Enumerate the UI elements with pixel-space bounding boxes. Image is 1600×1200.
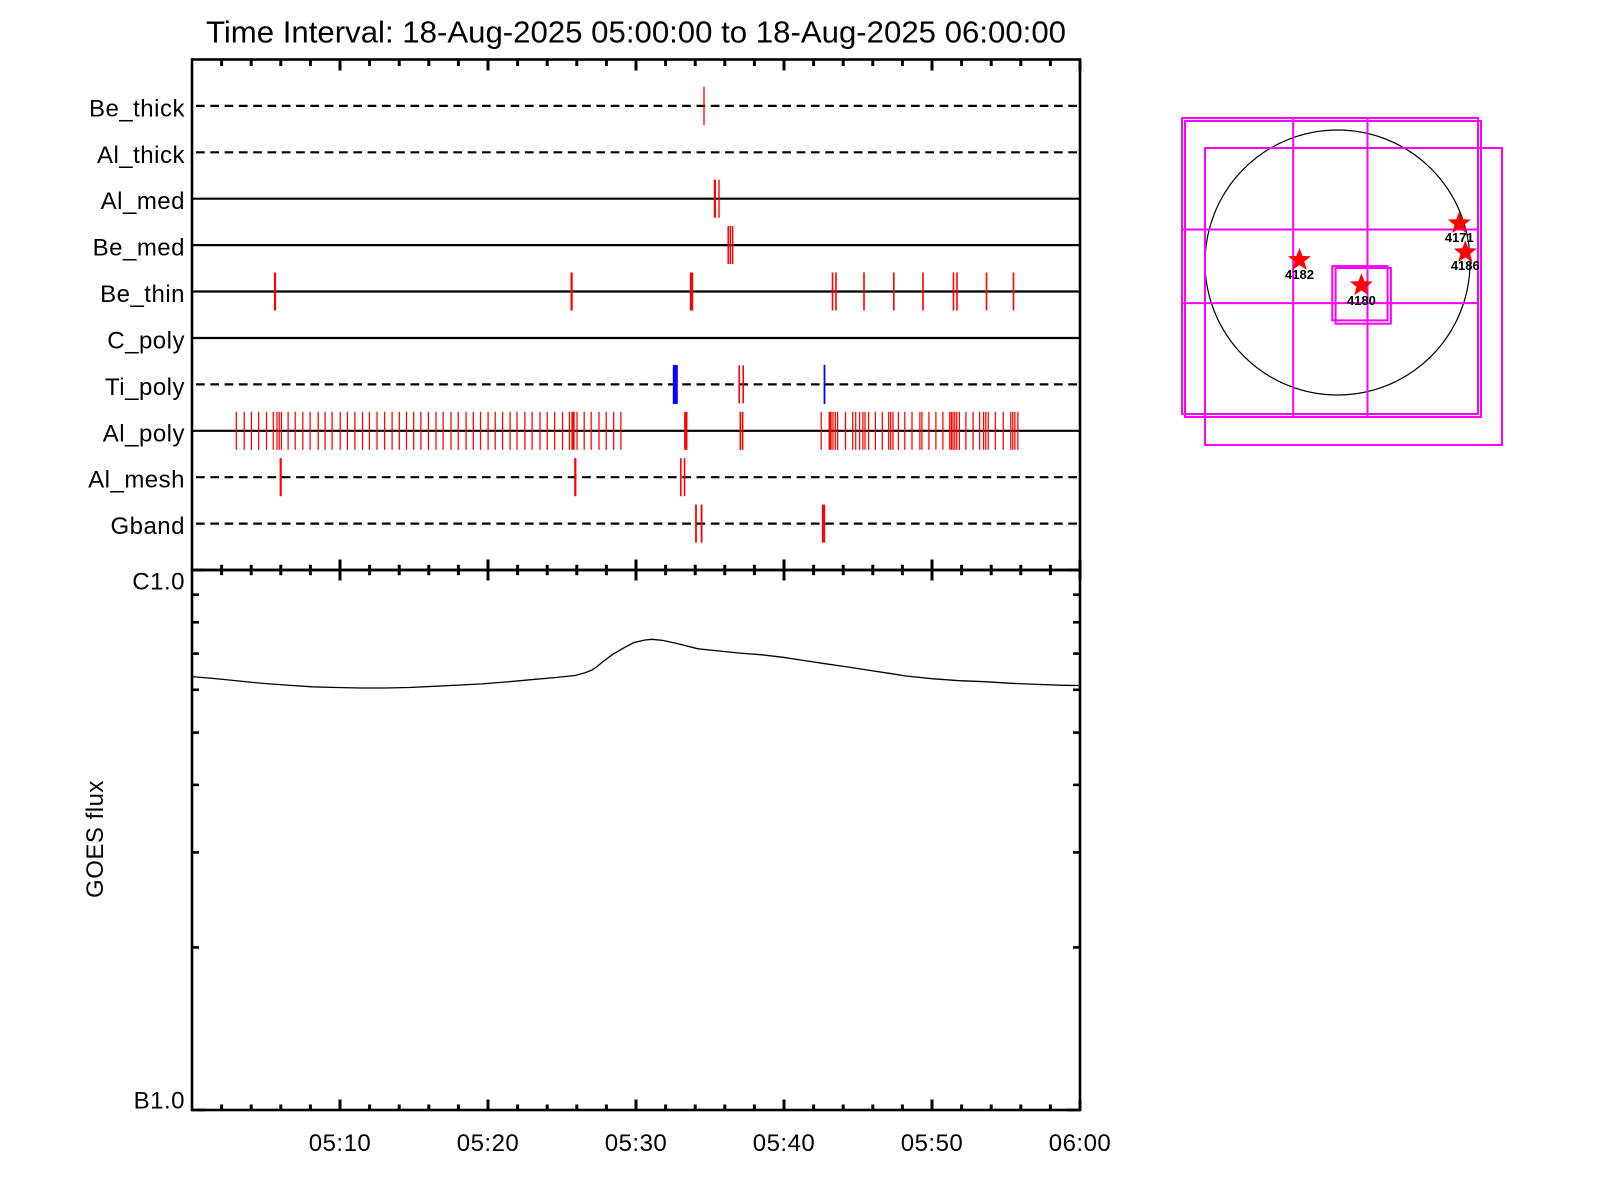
svg-text:B1.0: B1.0 [134, 1088, 185, 1115]
svg-text:4186: 4186 [1451, 258, 1480, 273]
svg-text:4180: 4180 [1347, 293, 1376, 308]
svg-text:Be_thick: Be_thick [89, 95, 186, 122]
svg-text:4182: 4182 [1285, 267, 1314, 282]
svg-text:Al_thick: Al_thick [97, 142, 186, 169]
svg-text:Time Interval: 18-Aug-2025 05:: Time Interval: 18-Aug-2025 05:00:00 to 1… [206, 15, 1066, 50]
svg-text:05:40: 05:40 [753, 1130, 816, 1157]
svg-text:06:00: 06:00 [1049, 1130, 1112, 1157]
svg-text:05:30: 05:30 [605, 1130, 668, 1157]
svg-text:Al_poly: Al_poly [103, 420, 185, 447]
svg-text:05:20: 05:20 [457, 1130, 520, 1157]
svg-text:GOES flux: GOES flux [82, 780, 109, 898]
svg-text:4171: 4171 [1445, 230, 1474, 245]
svg-text:C_poly: C_poly [107, 328, 185, 355]
svg-text:05:50: 05:50 [901, 1130, 964, 1157]
svg-text:Be_med: Be_med [93, 235, 185, 262]
svg-text:Al_med: Al_med [101, 188, 185, 215]
svg-text:C1.0: C1.0 [132, 569, 185, 596]
svg-text:Gband: Gband [110, 513, 185, 540]
svg-text:Al_mesh: Al_mesh [88, 467, 185, 494]
svg-text:Be_thin: Be_thin [100, 281, 185, 308]
svg-text:05:10: 05:10 [309, 1130, 372, 1157]
svg-text:Ti_poly: Ti_poly [105, 374, 185, 401]
